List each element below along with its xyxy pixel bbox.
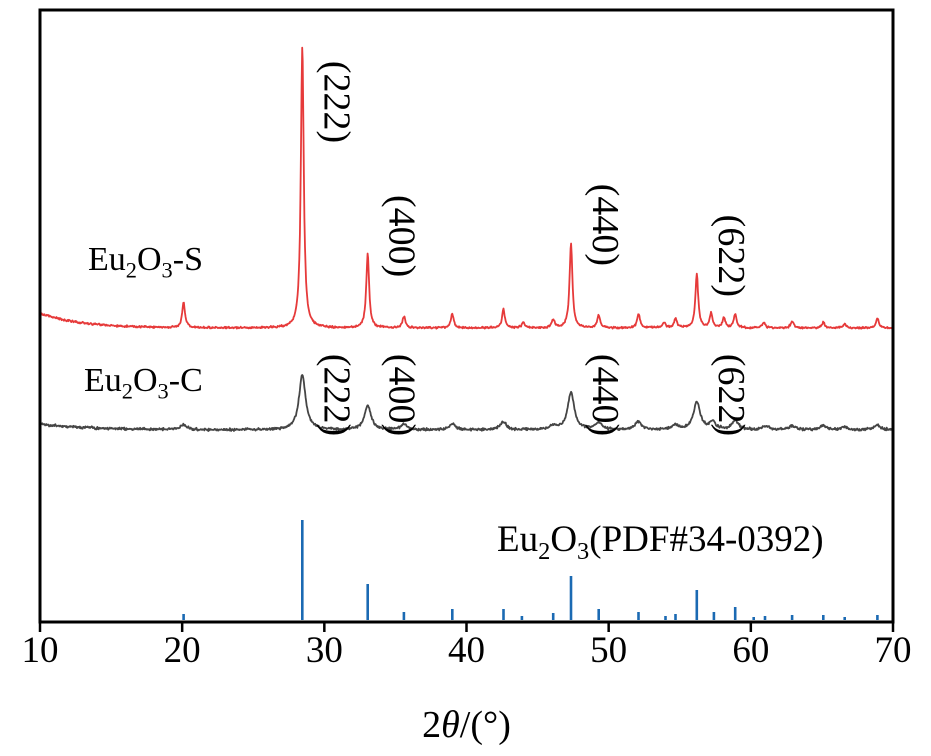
- reference-label: Eu2O3(PDF#34-0392): [497, 519, 824, 565]
- peak-label-(400): (400): [381, 354, 423, 436]
- peak-label-(400): (400): [381, 195, 423, 277]
- xrd-curve-Eu2O3-C: [39, 374, 894, 432]
- x-tick-label: 70: [875, 630, 912, 671]
- x-tick-label: 50: [590, 630, 627, 671]
- peak-label-(622): (622): [710, 215, 752, 297]
- x-tick-label: 30: [306, 630, 343, 671]
- peak-label-(440): (440): [584, 184, 626, 266]
- series-label-Eu2O3-C: Eu2O3-C: [84, 362, 203, 404]
- peak-label-(440): (440): [584, 354, 626, 436]
- x-tick-label: 60: [732, 630, 769, 671]
- x-tick-label: 40: [448, 630, 485, 671]
- x-axis-label: 2θ/(°): [422, 704, 511, 746]
- peak-label-(222): (222): [315, 354, 357, 436]
- peak-label-(222): (222): [315, 61, 357, 143]
- xrd-curve-Eu2O3-S: [39, 46, 894, 330]
- x-tick-label: 10: [22, 630, 59, 671]
- x-tick-label: 20: [164, 630, 201, 671]
- peak-label-(622): (622): [710, 354, 752, 436]
- series-label-Eu2O3-S: Eu2O3-S: [88, 241, 203, 283]
